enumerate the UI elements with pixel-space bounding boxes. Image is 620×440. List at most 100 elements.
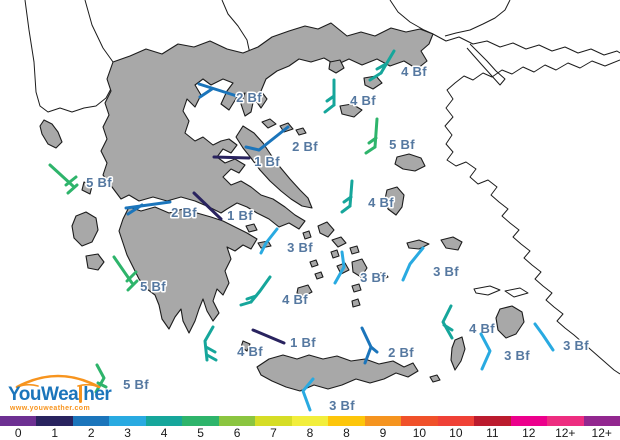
scale-segment: 7 — [255, 416, 292, 440]
scale-color-swatch — [437, 416, 475, 426]
wind-barb-stroke — [301, 377, 315, 412]
logo-text-her: her — [83, 384, 112, 405]
greek-land — [85, 253, 105, 271]
wind-barb-stroke — [360, 326, 373, 365]
wind-barb-stroke — [369, 345, 379, 354]
wind-barb-1bf: 1 Bf — [192, 191, 254, 225]
wind-barb-label: 4 Bf — [368, 195, 394, 210]
scale-label: 9 — [379, 426, 387, 440]
scale-label: 1 — [51, 426, 59, 440]
wind-barb-stroke — [66, 183, 79, 195]
greek-land — [39, 119, 63, 149]
greek-land — [71, 211, 99, 247]
wind-barb-5bf: 5 Bf — [112, 255, 167, 296]
wind-barb-2bf: 2 Bf — [360, 326, 415, 365]
greek-land — [317, 221, 335, 238]
wind-barb-stroke — [212, 155, 251, 160]
wind-barb-stroke — [479, 332, 492, 371]
wind-barb-3bf: 3 Bf — [259, 227, 314, 257]
scale-label: 12+ — [555, 426, 576, 440]
greek-land — [314, 271, 324, 280]
wind-barb-label: 3 Bf — [329, 398, 355, 413]
greek-land — [349, 245, 360, 255]
wind-barb-stroke — [204, 345, 217, 354]
wind-barb-stroke — [126, 279, 139, 292]
scale-label: 10 — [412, 426, 427, 440]
wind-barb-stroke — [367, 136, 378, 145]
scale-segment: 11 — [474, 416, 511, 440]
scale-label: 2 — [87, 426, 95, 440]
wind-barb-2bf: 2 Bf — [124, 200, 198, 222]
wind-barb-label: 1 Bf — [227, 208, 253, 223]
wind-barb-label: 5 Bf — [389, 137, 415, 152]
greek-land — [309, 259, 319, 268]
wind-barb-stroke — [96, 381, 108, 389]
greek-land — [256, 354, 419, 392]
scale-label: 11 — [486, 426, 499, 440]
scale-segment: 6 — [218, 416, 256, 440]
greek-land — [429, 374, 441, 383]
scale-label: 6 — [233, 426, 241, 440]
scale-label: 7 — [270, 426, 277, 440]
wind-barb-stroke — [64, 175, 78, 187]
greek-land — [339, 103, 363, 118]
wind-barb-stroke — [259, 227, 279, 255]
wind-barb-label: 1 Bf — [290, 335, 316, 350]
scale-segment: 12+ — [547, 416, 584, 440]
greek-land — [440, 236, 463, 251]
greek-land — [261, 118, 277, 129]
logo-wordmark: YouWea her — [8, 384, 112, 406]
greek-land — [373, 271, 389, 282]
wind-barb-stroke — [125, 270, 138, 283]
wind-barb-5bf: 5 Bf — [94, 363, 150, 394]
scale-label: 12 — [522, 426, 536, 440]
wind-barb-stroke — [325, 94, 336, 103]
wind-barb-label: 4 Bf — [469, 321, 495, 336]
wind-barb-5bf: 5 Bf — [364, 117, 416, 155]
wind-barb-3bf: 3 Bf — [533, 322, 590, 355]
scale-color-swatch — [255, 416, 292, 426]
scale-segment: 4 — [145, 416, 183, 440]
scale-color-swatch — [510, 416, 548, 426]
wind-barb-stroke — [197, 82, 242, 99]
wind-barb-label: 3 Bf — [360, 270, 386, 285]
wind-barb-stroke — [342, 195, 353, 204]
greek-land — [450, 336, 466, 371]
greek-land — [302, 230, 312, 240]
scale-color-swatch — [291, 416, 329, 426]
scale-segment: 0 — [0, 416, 37, 440]
logo[interactable]: YouWea her www.youweather.com — [6, 374, 112, 414]
wind-barb-3bf: 3 Bf — [333, 250, 387, 287]
scale-segment: 10 — [401, 416, 438, 440]
wind-barb-3bf: 3 Bf — [479, 332, 531, 371]
wind-barb-2bf: 2 Bf — [197, 82, 263, 107]
wind-barb-stroke — [192, 191, 223, 221]
wind-barb-3bf: 3 Bf — [301, 377, 356, 415]
greek-land — [406, 239, 430, 250]
scale-label: 8 — [306, 426, 314, 440]
wind-barb-4bf: 4 Bf — [441, 304, 496, 340]
wind-barb-label: 3 Bf — [563, 338, 589, 353]
greek-land — [351, 298, 361, 308]
wind-barb-4bf: 4 Bf — [203, 325, 264, 362]
scale-label: 4 — [160, 426, 168, 440]
scale-segment: 10 — [437, 416, 475, 440]
scale-color-swatch — [547, 416, 584, 426]
greek-land — [296, 284, 313, 297]
greek-land — [235, 125, 313, 209]
wind-barb-stroke — [368, 71, 383, 82]
wind-barb-label: 2 Bf — [388, 345, 414, 360]
scale-label: 0 — [14, 426, 22, 440]
wind-barb-stroke — [198, 87, 214, 99]
scale-label: 8 — [343, 426, 350, 440]
greek-land — [118, 206, 258, 334]
wind-barb-stroke — [442, 323, 454, 332]
foreign-border-line — [466, 43, 506, 86]
island-outline — [473, 285, 501, 296]
scale-color-swatch — [474, 416, 511, 426]
island-outline — [504, 287, 529, 298]
wind-barb-stroke — [323, 103, 336, 114]
greek-land — [394, 153, 426, 172]
scale-segment: 12+ — [583, 416, 620, 440]
